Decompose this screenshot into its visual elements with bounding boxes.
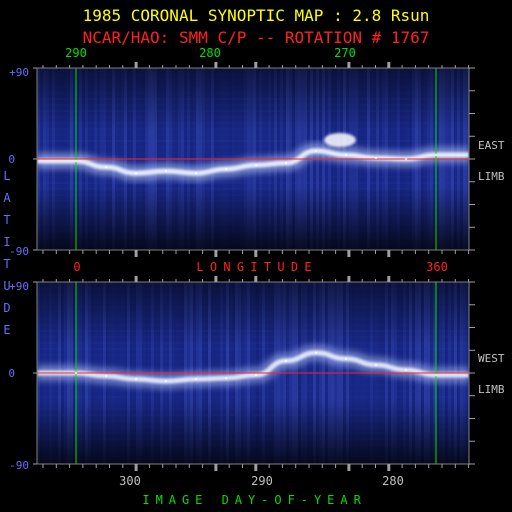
- east-belt-point: [314, 149, 318, 153]
- lat-vert-char: T: [3, 213, 10, 227]
- west-label: WEST: [478, 352, 505, 365]
- west-belt-point: [164, 379, 168, 383]
- east-belt-point: [374, 156, 378, 160]
- doy-title-char: A: [235, 493, 243, 507]
- chart-title: 1985 CORONAL SYNOPTIC MAP : 2.8 Rsun: [83, 6, 430, 25]
- longitude-tick-label-0: 0: [73, 260, 80, 274]
- top-axis-tick-label-280: 280: [199, 46, 221, 60]
- lon-title-char: I: [250, 260, 257, 274]
- doy-title-char: G: [182, 493, 189, 507]
- lat-vert-char: E: [3, 323, 10, 337]
- panel-west-limb: [33, 276, 475, 471]
- lon-title-char: E: [304, 260, 311, 274]
- lon-title-char: U: [277, 260, 284, 274]
- lon-title-char: O: [210, 260, 217, 274]
- top-axis-tick-label-290: 290: [65, 46, 87, 60]
- lon-title-char: G: [237, 260, 244, 274]
- doy-title-char: M: [156, 493, 163, 507]
- lat-vert-char: A: [3, 191, 11, 205]
- doy-title-char: Y: [248, 493, 256, 507]
- west-belt-point: [254, 373, 258, 377]
- east-belt-point: [224, 167, 228, 171]
- west-belt-point: [344, 357, 348, 361]
- east-belt-point: [134, 171, 138, 175]
- panel-west-ticks: [33, 276, 475, 471]
- west-belt-point: [224, 376, 228, 380]
- east-belt-point: [104, 165, 108, 169]
- doy-title-char: -: [301, 493, 308, 507]
- panel-east-limb: [33, 62, 475, 257]
- lat-label-top-0: 0: [8, 153, 15, 166]
- west-belt-point: [104, 374, 108, 378]
- lat-vert-char: I: [3, 235, 10, 249]
- lon-title-char: T: [264, 260, 271, 274]
- west-belt-point: [314, 351, 318, 354]
- east-belt-point: [344, 153, 348, 157]
- west-belt-point: [194, 377, 198, 381]
- east-belt-point: [254, 163, 258, 167]
- lon-title-char: D: [291, 260, 298, 274]
- lat-label-bot-plus90: +90: [9, 280, 29, 293]
- west-belt-point: [434, 373, 438, 377]
- west-limb-label: LIMB: [478, 383, 505, 396]
- west-belt-point: [374, 363, 378, 367]
- east-belt-point: [164, 169, 168, 173]
- doy-title-char: O: [274, 493, 281, 507]
- top-axis-tick-label-270: 270: [334, 46, 356, 60]
- west-belt-point: [284, 359, 288, 363]
- doy-title-char: I: [142, 493, 149, 507]
- lat-vert-char: T: [3, 257, 10, 271]
- west-belt-point: [74, 371, 78, 375]
- doy-title-char: Y: [314, 493, 322, 507]
- lat-vert-char: D: [3, 301, 10, 315]
- east-limb-label: LIMB: [478, 170, 505, 183]
- doy-title-char: A: [340, 493, 348, 507]
- lat-vert-char: U: [3, 279, 10, 293]
- lat-label-bot-0: 0: [8, 367, 15, 380]
- bottom-axis-tick-label-280: 280: [382, 474, 404, 488]
- east-label: EAST: [478, 139, 505, 152]
- east-belt-point: [194, 171, 198, 175]
- longitude-tick-label-360: 360: [426, 260, 448, 274]
- lon-title-char: N: [223, 260, 230, 274]
- east-belt-point: [284, 161, 288, 165]
- lat-vert-char: L: [3, 169, 10, 183]
- doy-title-char: R: [354, 493, 362, 507]
- doy-title-char: E: [327, 493, 334, 507]
- east-belt-point: [74, 159, 78, 163]
- doy-title-char: D: [222, 493, 229, 507]
- panel-east-ticks: [33, 62, 475, 257]
- lat-label-top-minus90: -90: [9, 245, 29, 258]
- lat-label-bot-minus90: -90: [9, 459, 29, 472]
- doy-title-char: E: [195, 493, 202, 507]
- east-belt-point: [404, 157, 408, 161]
- bottom-axis-tick-label-290: 290: [251, 474, 273, 488]
- lat-label-top-plus90: +90: [9, 66, 29, 79]
- doy-title-char: -: [261, 493, 268, 507]
- doy-title-char: A: [169, 493, 177, 507]
- doy-title-char: F: [288, 493, 295, 507]
- bottom-axis-tick-label-300: 300: [119, 474, 141, 488]
- bright-streamer-patch: [324, 133, 356, 147]
- east-belt-point: [434, 153, 438, 157]
- lon-title-char: L: [196, 260, 203, 274]
- west-belt-point: [134, 377, 138, 381]
- chart-subtitle: NCAR/HAO: SMM C/P -- ROTATION # 1767: [83, 28, 430, 47]
- west-belt-point: [404, 368, 408, 372]
